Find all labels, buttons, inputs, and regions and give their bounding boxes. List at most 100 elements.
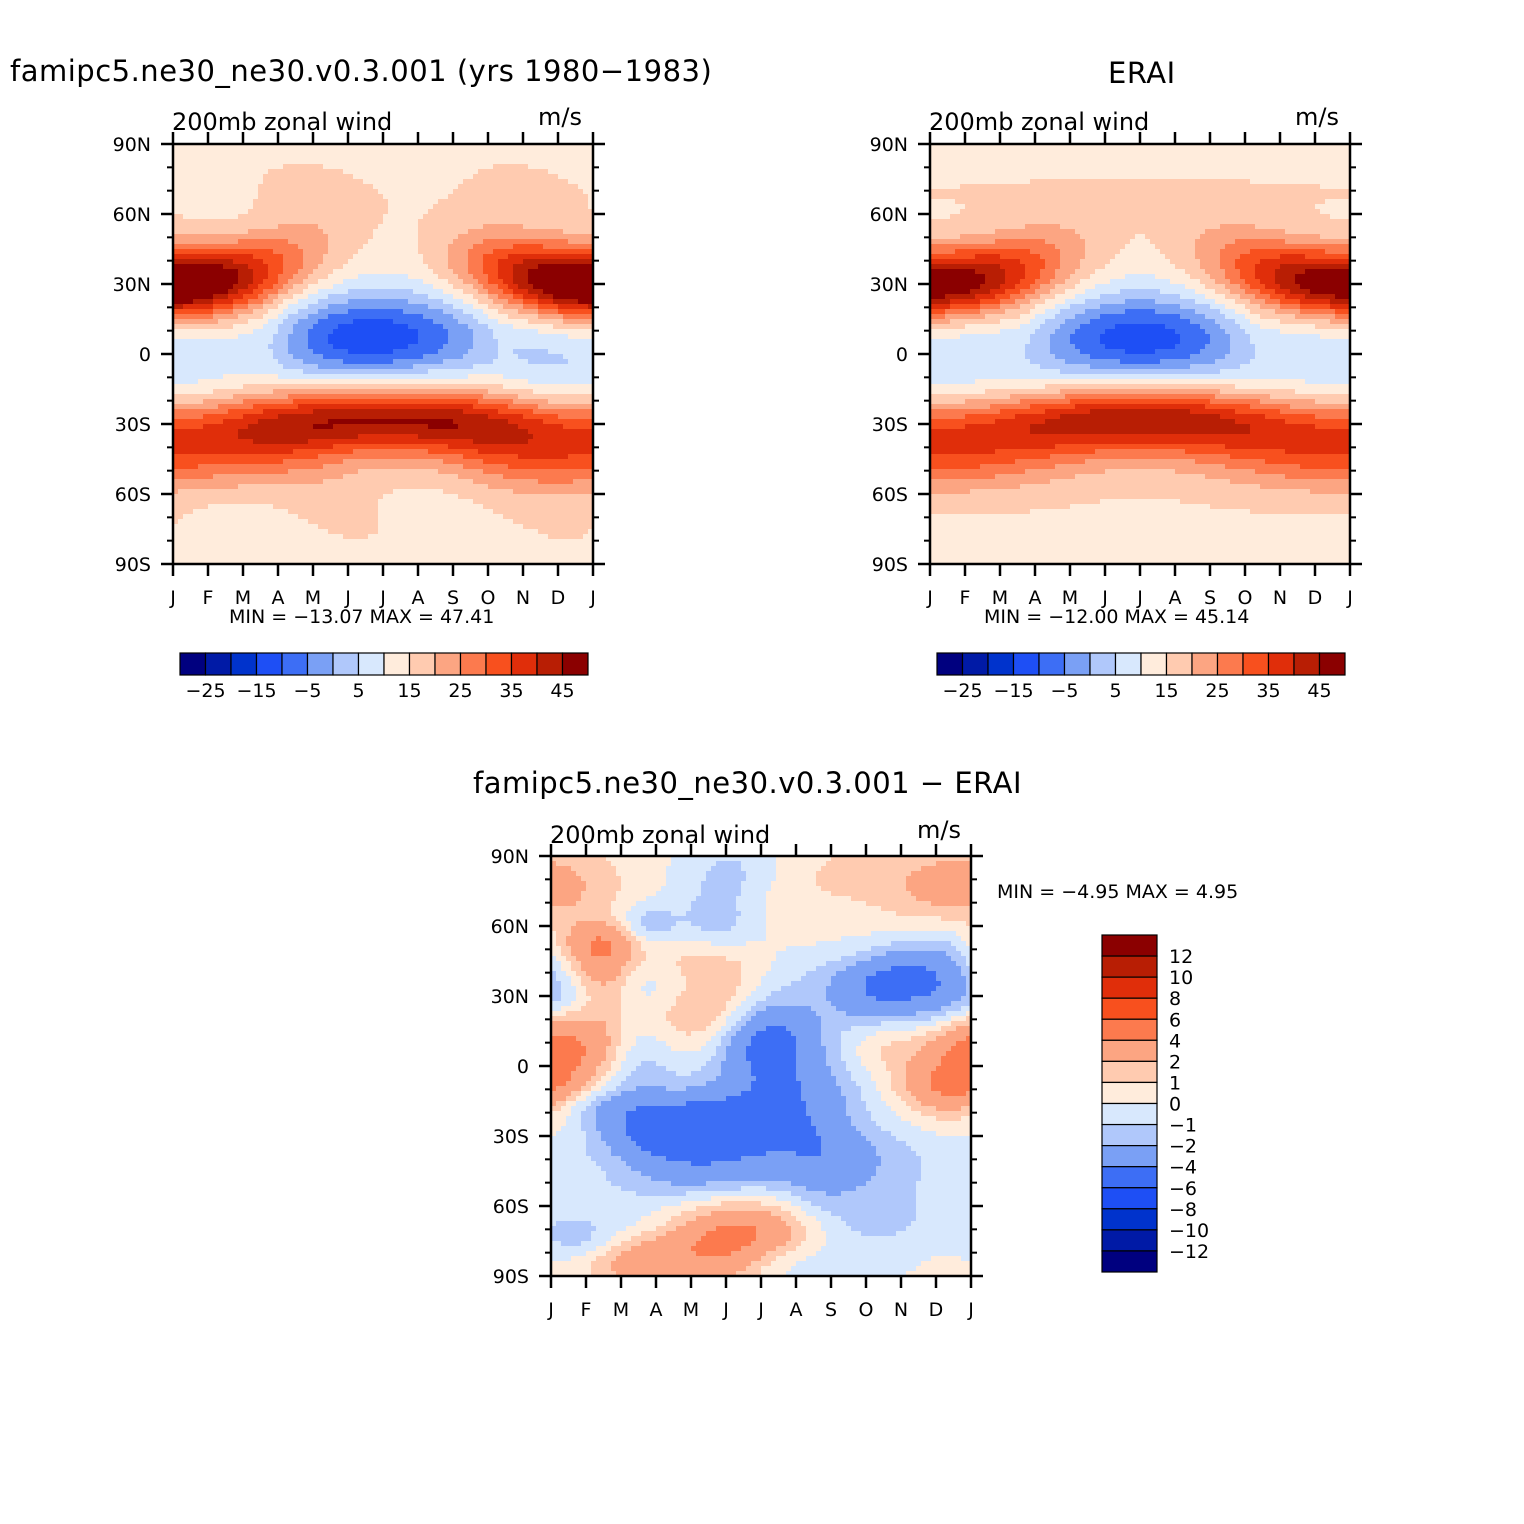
- heatmap-cell: [498, 414, 504, 420]
- heatmap-cell: [458, 224, 464, 230]
- heatmap-cell: [173, 374, 179, 380]
- heatmap-cell: [398, 239, 404, 245]
- heatmap-cell: [323, 239, 329, 245]
- heatmap-cell: [443, 304, 449, 310]
- heatmap-cell: [403, 284, 409, 290]
- heatmap-cell: [443, 184, 449, 190]
- heatmap-cell: [458, 154, 464, 160]
- heatmap-cell: [273, 369, 279, 375]
- heatmap-cell: [438, 424, 444, 430]
- heatmap-cell: [223, 334, 229, 340]
- heatmap-cell: [478, 174, 484, 180]
- heatmap-cell: [453, 244, 459, 250]
- heatmap-cell: [373, 179, 379, 185]
- heatmap-cell: [313, 239, 319, 245]
- heatmap-cell: [363, 434, 369, 440]
- heatmap-cell: [408, 179, 414, 185]
- heatmap-cell: [453, 359, 459, 365]
- heatmap-cell: [218, 404, 224, 410]
- heatmap-cell: [503, 399, 509, 405]
- heatmap-cell: [258, 424, 264, 430]
- heatmap-cell: [458, 339, 464, 345]
- heatmap-cell: [233, 389, 239, 395]
- heatmap-cell: [388, 374, 394, 380]
- heatmap-cell: [588, 169, 594, 175]
- heatmap-cell: [268, 164, 274, 170]
- heatmap-cell: [353, 264, 359, 270]
- heatmap-cell: [413, 419, 419, 425]
- heatmap-cell: [528, 374, 534, 380]
- heatmap-cell: [518, 174, 524, 180]
- heatmap-cell: [248, 354, 254, 360]
- heatmap-cell: [538, 399, 544, 405]
- heatmap-cell: [438, 259, 444, 265]
- heatmap-cell: [303, 379, 309, 385]
- heatmap-cell: [548, 299, 554, 305]
- heatmap-cell: [373, 319, 379, 325]
- heatmap-cell: [193, 364, 199, 370]
- heatmap-cell: [413, 389, 419, 395]
- heatmap-cell: [273, 314, 279, 320]
- heatmap-cell: [438, 399, 444, 405]
- heatmap-cell: [393, 164, 399, 170]
- heatmap-cell: [248, 439, 254, 445]
- heatmap-cell: [193, 179, 199, 185]
- heatmap-cell: [568, 294, 574, 300]
- heatmap-cell: [398, 179, 404, 185]
- heatmap-cell: [198, 174, 204, 180]
- heatmap-cell: [238, 219, 244, 225]
- heatmap-cell: [353, 294, 359, 300]
- heatmap-cell: [233, 159, 239, 165]
- heatmap-cell: [538, 289, 544, 295]
- heatmap-cell: [363, 314, 369, 320]
- heatmap-cell: [513, 384, 519, 390]
- heatmap-cell: [348, 374, 354, 380]
- heatmap-cell: [273, 424, 279, 430]
- heatmap-cell: [513, 184, 519, 190]
- heatmap-cell: [403, 214, 409, 220]
- heatmap-cell: [473, 369, 479, 375]
- heatmap-cell: [178, 304, 184, 310]
- heatmap-cell: [533, 314, 539, 320]
- heatmap-cell: [288, 414, 294, 420]
- heatmap-cell: [488, 339, 494, 345]
- heatmap-cell: [318, 439, 324, 445]
- heatmap-cell: [218, 374, 224, 380]
- heatmap-cell: [178, 324, 184, 330]
- heatmap-cell: [238, 149, 244, 155]
- heatmap-cell: [243, 189, 249, 195]
- heatmap-cell: [438, 304, 444, 310]
- heatmap-cell: [578, 364, 584, 370]
- heatmap-cell: [193, 359, 199, 365]
- heatmap-cell: [203, 214, 209, 220]
- heatmap-cell: [373, 304, 379, 310]
- heatmap-cell: [473, 184, 479, 190]
- heatmap-cell: [428, 384, 434, 390]
- heatmap-cell: [543, 399, 549, 405]
- heatmap-cell: [363, 409, 369, 415]
- heatmap-cell: [583, 264, 589, 270]
- heatmap-cell: [348, 284, 354, 290]
- heatmap-cell: [238, 249, 244, 255]
- heatmap-cell: [303, 179, 309, 185]
- heatmap-cell: [473, 189, 479, 195]
- heatmap-cell: [483, 259, 489, 265]
- heatmap-cell: [518, 384, 524, 390]
- heatmap-cell: [298, 354, 304, 360]
- heatmap-cell: [313, 254, 319, 260]
- heatmap-cell: [233, 214, 239, 220]
- heatmap-cell: [203, 359, 209, 365]
- heatmap-cell: [578, 209, 584, 215]
- heatmap-cell: [363, 309, 369, 315]
- heatmap-cell: [328, 169, 334, 175]
- heatmap-cell: [308, 429, 314, 435]
- heatmap-cell: [333, 254, 339, 260]
- heatmap-cell: [323, 434, 329, 440]
- heatmap-cell: [483, 209, 489, 215]
- heatmap-cell: [463, 184, 469, 190]
- heatmap-cell: [213, 359, 219, 365]
- heatmap-cell: [503, 234, 509, 240]
- heatmap-cell: [193, 239, 199, 245]
- heatmap-cell: [353, 289, 359, 295]
- heatmap-cell: [313, 419, 319, 425]
